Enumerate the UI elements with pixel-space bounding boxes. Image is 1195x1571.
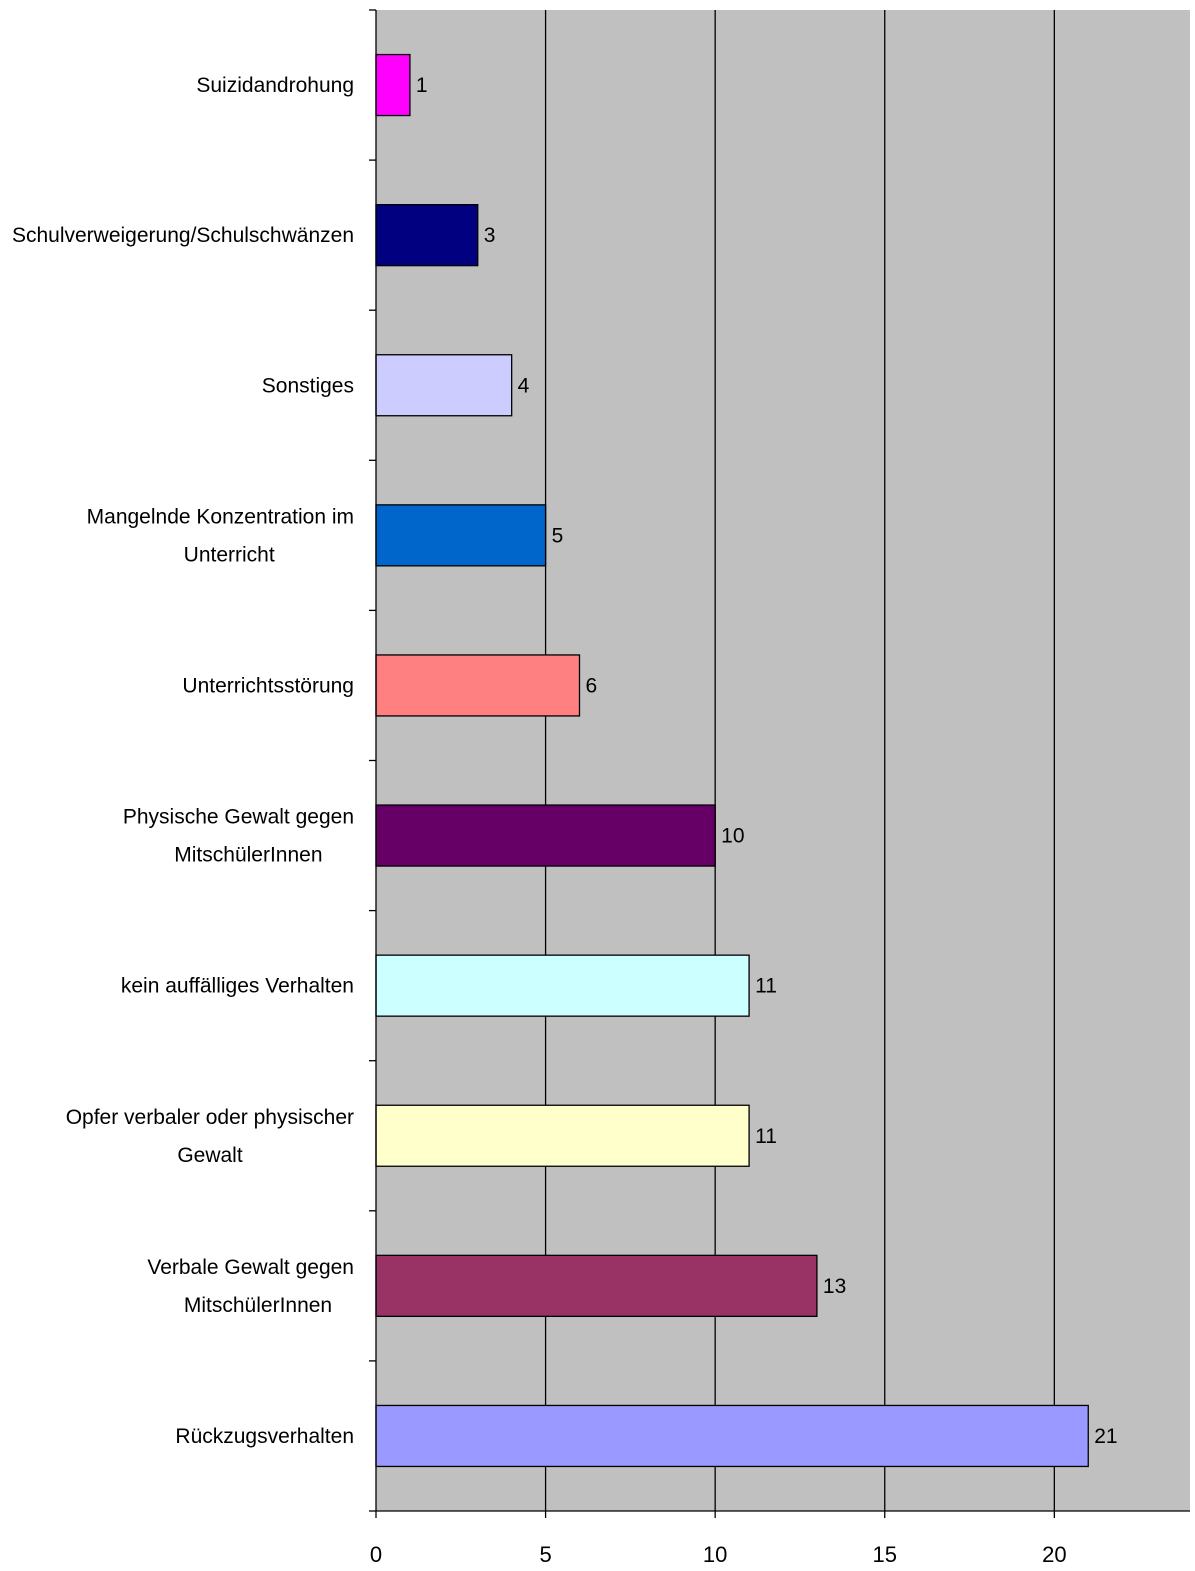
data-label: 11 xyxy=(755,975,777,998)
data-label: 3 xyxy=(484,224,496,247)
bar xyxy=(375,354,513,417)
bar xyxy=(375,1254,818,1317)
category-label: Gewalt xyxy=(177,1144,243,1167)
category-label: Sonstiges xyxy=(262,374,354,397)
data-label: 13 xyxy=(823,1275,846,1298)
category-label: Unterricht xyxy=(184,543,275,566)
data-label: 4 xyxy=(518,374,530,397)
x-tick-label: 20 xyxy=(1042,1542,1066,1567)
x-tick-label: 15 xyxy=(873,1542,897,1567)
data-label: 5 xyxy=(552,524,564,547)
category-label: Suizidandrohung xyxy=(196,74,354,97)
bar xyxy=(375,203,479,267)
data-label: 1 xyxy=(416,74,428,97)
category-label: kein auffälliges Verhalten xyxy=(121,975,354,998)
bar xyxy=(375,1104,750,1167)
x-tick-label: 0 xyxy=(370,1542,382,1567)
bar xyxy=(375,804,716,867)
x-tick-label: 5 xyxy=(539,1542,551,1567)
category-label: Mangelnde Konzentration im xyxy=(87,505,354,528)
data-label: 11 xyxy=(755,1125,777,1148)
category-label: Rückzugsverhalten xyxy=(175,1425,354,1448)
category-label: Verbale Gewalt gegen xyxy=(147,1256,354,1279)
bar xyxy=(375,504,547,567)
category-label: Unterrichtsstörung xyxy=(182,674,354,697)
axes xyxy=(369,9,1190,1518)
bar xyxy=(375,1404,1089,1468)
data-label: 10 xyxy=(721,825,744,848)
bars xyxy=(375,53,1089,1468)
labels: 0 5 10 15 20 1 Suizidandrohung 3 Schulverweigeru… xyxy=(12,74,1118,1567)
category-label: MitschülerInnen xyxy=(174,844,322,867)
x-tick-label: 10 xyxy=(703,1542,727,1567)
category-label: MitschülerInnen xyxy=(184,1294,332,1317)
data-label: 21 xyxy=(1094,1425,1117,1448)
category-label: Opfer verbaler oder physischer xyxy=(66,1106,354,1129)
data-label: 6 xyxy=(586,674,598,697)
bar xyxy=(375,954,750,1017)
category-label: Schulverweigerung/Schulschwänzen xyxy=(12,224,354,247)
bar xyxy=(375,654,581,717)
bar xyxy=(375,53,411,117)
category-label: Physische Gewalt gegen xyxy=(123,806,354,829)
